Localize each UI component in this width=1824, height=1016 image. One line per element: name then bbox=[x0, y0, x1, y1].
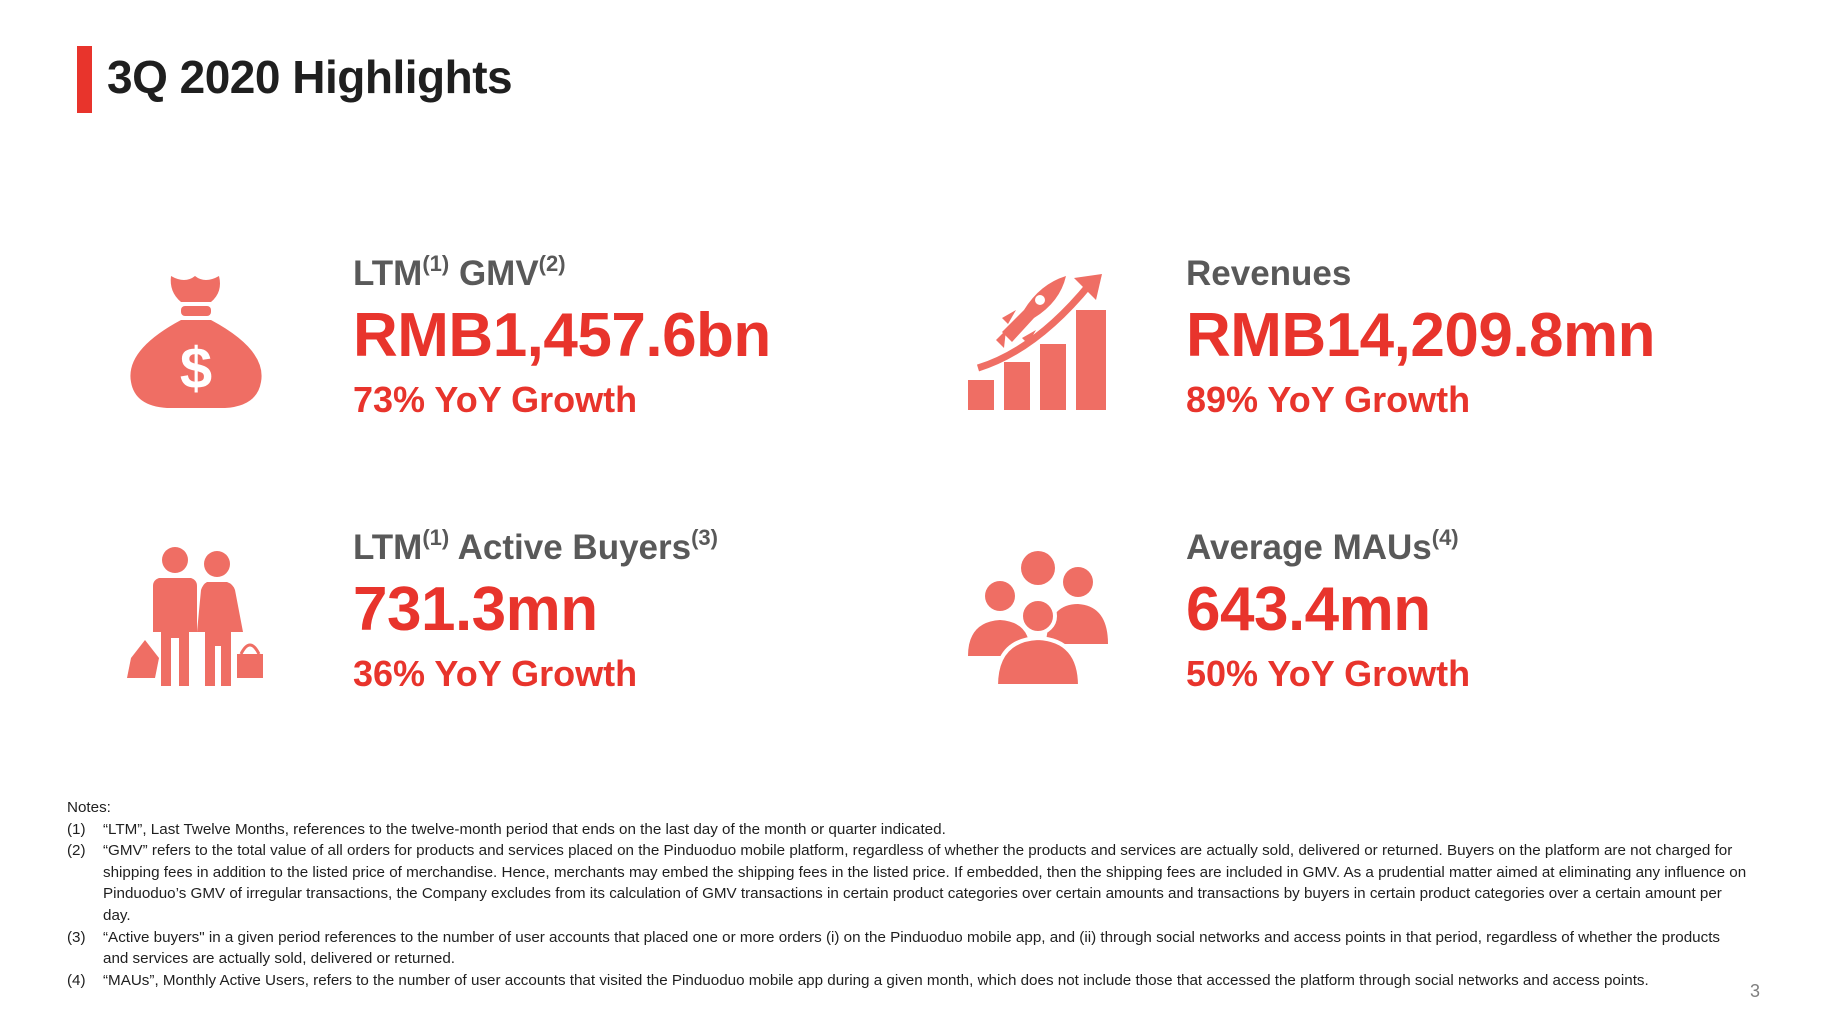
money-bag-icon: $ bbox=[130, 276, 262, 408]
metric-value: RMB1,457.6bn bbox=[353, 301, 771, 370]
user-group-icon bbox=[968, 551, 1108, 688]
shoppers-icon bbox=[127, 547, 263, 686]
svg-text:$: $ bbox=[180, 336, 212, 401]
notes-heading: Notes: bbox=[67, 799, 111, 816]
metric-growth: 50% YoY Growth bbox=[1186, 653, 1471, 694]
metric-growth: 73% YoY Growth bbox=[353, 379, 638, 420]
metric-average-maus: Average MAUs(4) 643.4mn 50% YoY Growth bbox=[1186, 525, 1471, 695]
metric-growth: 89% YoY Growth bbox=[1186, 379, 1471, 420]
footnote-number: (2) bbox=[67, 842, 86, 860]
metric-revenues: Revenues RMB14,209.8mn 89% YoY Growth bbox=[1186, 254, 1656, 421]
footnote-text: “Active buyers" in a given period refere… bbox=[103, 928, 1721, 968]
metric-label: LTM(1) Active Buyers(3) bbox=[353, 525, 718, 568]
metric-value: 731.3mn bbox=[353, 575, 598, 644]
metric-ltm-active-buyers: LTM(1) Active Buyers(3) 731.3mn 36% YoY … bbox=[353, 525, 718, 695]
footnote-item: (2) “GMV” refers to the total value of a… bbox=[67, 840, 1747, 926]
metric-growth: 36% YoY Growth bbox=[353, 653, 638, 694]
footnote-item: (1) “LTM”, Last Twelve Months, reference… bbox=[67, 819, 1747, 841]
footnote-item: (3) “Active buyers" in a given period re… bbox=[67, 927, 1747, 970]
footnote-number: (1) bbox=[67, 820, 86, 838]
page-title: 3Q 2020 Highlights bbox=[107, 51, 513, 103]
footnote-text: “MAUs”, Monthly Active Users, refers to … bbox=[103, 971, 1649, 989]
metric-label: LTM(1) GMV(2) bbox=[353, 251, 566, 294]
page-number: 3 bbox=[1750, 981, 1761, 1001]
rocket-growth-chart-icon bbox=[968, 274, 1106, 410]
footnote-number: (3) bbox=[67, 928, 86, 946]
title-accent-bar bbox=[77, 46, 92, 113]
footnote-text: “GMV” refers to the total value of all o… bbox=[103, 842, 1747, 924]
footnotes: Notes: (1) “LTM”, Last Twelve Months, re… bbox=[67, 797, 1747, 991]
metric-label: Average MAUs(4) bbox=[1186, 525, 1459, 568]
metric-value: 643.4mn bbox=[1186, 575, 1431, 644]
footnote-item: (4) “MAUs”, Monthly Active Users, refers… bbox=[67, 970, 1747, 992]
footnote-number: (4) bbox=[67, 971, 86, 989]
metric-label: Revenues bbox=[1186, 254, 1352, 293]
metric-value: RMB14,209.8mn bbox=[1186, 301, 1656, 370]
footnote-text: “LTM”, Last Twelve Months, references to… bbox=[103, 820, 946, 838]
metric-ltm-gmv: LTM(1) GMV(2) RMB1,457.6bn 73% YoY Growt… bbox=[353, 251, 771, 421]
